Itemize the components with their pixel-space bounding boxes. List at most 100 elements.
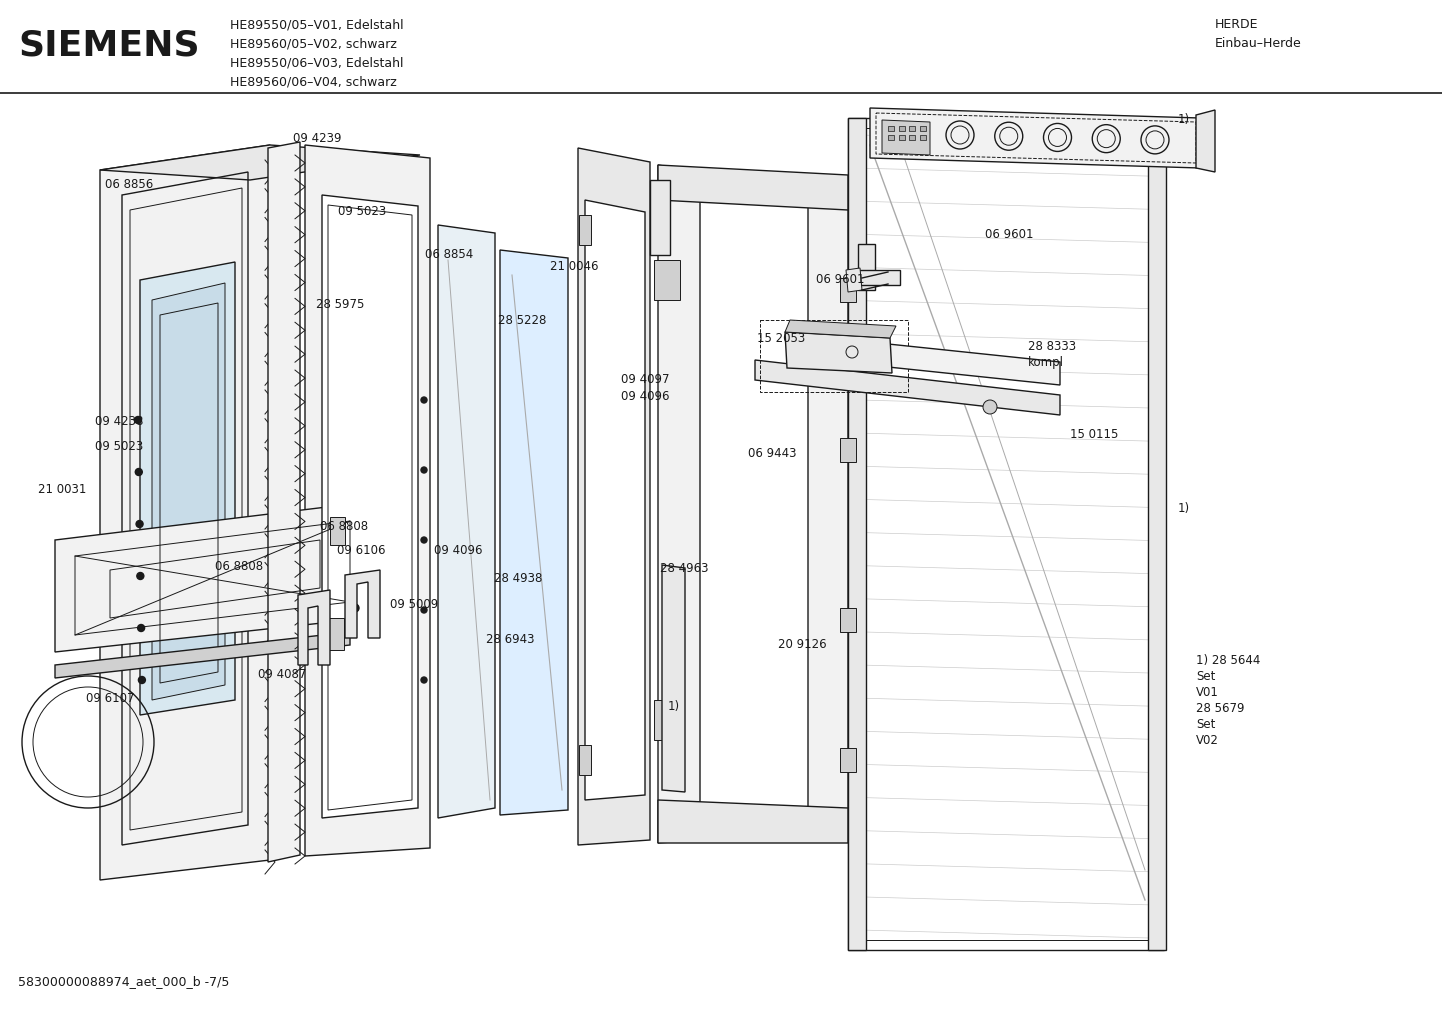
Polygon shape [99, 145, 270, 880]
Polygon shape [140, 262, 235, 715]
Circle shape [350, 604, 359, 612]
Polygon shape [655, 700, 681, 740]
Circle shape [421, 397, 427, 403]
FancyBboxPatch shape [841, 608, 857, 632]
Text: 21 0031: 21 0031 [37, 483, 87, 496]
Text: 28 5975: 28 5975 [316, 298, 365, 311]
Text: 28 8333
kompl: 28 8333 kompl [1028, 340, 1076, 369]
Text: 15 2053: 15 2053 [757, 332, 805, 345]
Text: 06 8854: 06 8854 [425, 248, 473, 261]
Circle shape [421, 467, 427, 473]
Text: 09 4096: 09 4096 [622, 390, 669, 403]
FancyBboxPatch shape [841, 438, 857, 462]
Text: 09 5009: 09 5009 [389, 598, 438, 611]
Circle shape [421, 537, 427, 543]
Circle shape [421, 607, 427, 613]
Polygon shape [658, 165, 699, 843]
Polygon shape [849, 340, 1060, 385]
Text: SIEMENS: SIEMENS [17, 28, 199, 62]
Bar [888, 135, 894, 140]
Polygon shape [298, 590, 330, 665]
Text: 09 5023: 09 5023 [95, 440, 143, 453]
Text: HERDE
Einbau–Herde: HERDE Einbau–Herde [1216, 18, 1302, 50]
Text: 1) 28 5644
Set
V01
28 5679
Set
V02: 1) 28 5644 Set V01 28 5679 Set V02 [1195, 654, 1260, 747]
Text: 58300000088974_aet_000_b -7/5: 58300000088974_aet_000_b -7/5 [17, 975, 229, 988]
Polygon shape [846, 268, 862, 292]
Bar [920, 135, 926, 140]
Circle shape [137, 625, 144, 632]
Bar [910, 126, 916, 131]
Polygon shape [784, 320, 895, 338]
Bar [898, 126, 904, 131]
Polygon shape [99, 145, 420, 180]
Circle shape [134, 417, 141, 424]
Circle shape [137, 573, 144, 580]
Polygon shape [858, 270, 900, 285]
Polygon shape [578, 148, 650, 845]
Polygon shape [585, 200, 645, 800]
Text: 06 9601: 06 9601 [816, 273, 865, 286]
Polygon shape [1195, 110, 1216, 172]
FancyBboxPatch shape [841, 278, 857, 302]
Bar [580, 745, 591, 775]
Polygon shape [500, 250, 568, 815]
Polygon shape [883, 120, 930, 155]
Text: 21 0046: 21 0046 [549, 260, 598, 273]
Text: 06 9443: 06 9443 [748, 447, 796, 460]
Bar [920, 126, 926, 131]
Polygon shape [658, 800, 848, 843]
Bar [650, 180, 671, 255]
Polygon shape [784, 332, 893, 373]
Text: 1): 1) [1178, 113, 1190, 126]
Text: 06 8808: 06 8808 [320, 520, 368, 533]
Text: 09 6107: 09 6107 [87, 692, 134, 705]
Text: 28 4938: 28 4938 [495, 572, 542, 585]
Text: 06 8808: 06 8808 [215, 560, 262, 573]
Text: 09 4097: 09 4097 [622, 373, 669, 386]
Bar [848, 118, 867, 950]
Circle shape [136, 521, 143, 528]
Text: 28 5228: 28 5228 [497, 314, 547, 327]
Text: 09 6106: 09 6106 [337, 544, 385, 557]
Circle shape [983, 400, 996, 414]
Bar [1148, 118, 1167, 950]
Text: 09 4096: 09 4096 [434, 544, 483, 557]
Text: 09 4239: 09 4239 [293, 132, 342, 145]
Polygon shape [151, 283, 225, 700]
Polygon shape [808, 175, 848, 835]
Polygon shape [322, 195, 418, 818]
Polygon shape [662, 565, 685, 792]
Circle shape [138, 677, 146, 684]
Polygon shape [55, 632, 350, 678]
Polygon shape [658, 165, 848, 210]
Polygon shape [438, 225, 495, 818]
Polygon shape [655, 260, 681, 300]
Text: 15 0115: 15 0115 [1070, 428, 1119, 441]
Circle shape [421, 677, 427, 683]
Text: HE89550/05–V01, Edelstahl
HE89560/05–V02, schwarz
HE89550/06–V03, Edelstahl
HE89: HE89550/05–V01, Edelstahl HE89560/05–V02… [231, 18, 404, 88]
Bar [580, 215, 591, 245]
Circle shape [136, 469, 143, 476]
Text: 09 4238: 09 4238 [95, 415, 143, 428]
Polygon shape [848, 118, 1164, 950]
Polygon shape [756, 360, 1060, 415]
Bar [910, 135, 916, 140]
Text: 06 8856: 06 8856 [105, 178, 153, 191]
Polygon shape [55, 502, 368, 652]
Polygon shape [870, 108, 1200, 168]
Bar [760, 320, 908, 392]
Text: 20 9126: 20 9126 [779, 638, 826, 651]
Bar [898, 135, 904, 140]
Text: 1): 1) [1178, 502, 1190, 515]
Polygon shape [345, 570, 381, 638]
Text: 28 6943: 28 6943 [486, 633, 535, 646]
Polygon shape [306, 145, 430, 856]
Bar [330, 517, 345, 545]
Text: 09 5023: 09 5023 [337, 205, 386, 218]
FancyBboxPatch shape [841, 748, 857, 772]
Text: 1): 1) [668, 700, 681, 713]
Bar [320, 618, 345, 650]
Text: 28 4963: 28 4963 [660, 562, 708, 575]
Polygon shape [858, 244, 875, 290]
Text: 09 4087: 09 4087 [258, 668, 306, 681]
